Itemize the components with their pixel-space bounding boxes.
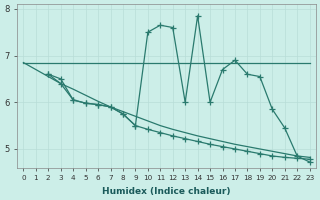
X-axis label: Humidex (Indice chaleur): Humidex (Indice chaleur): [102, 187, 231, 196]
